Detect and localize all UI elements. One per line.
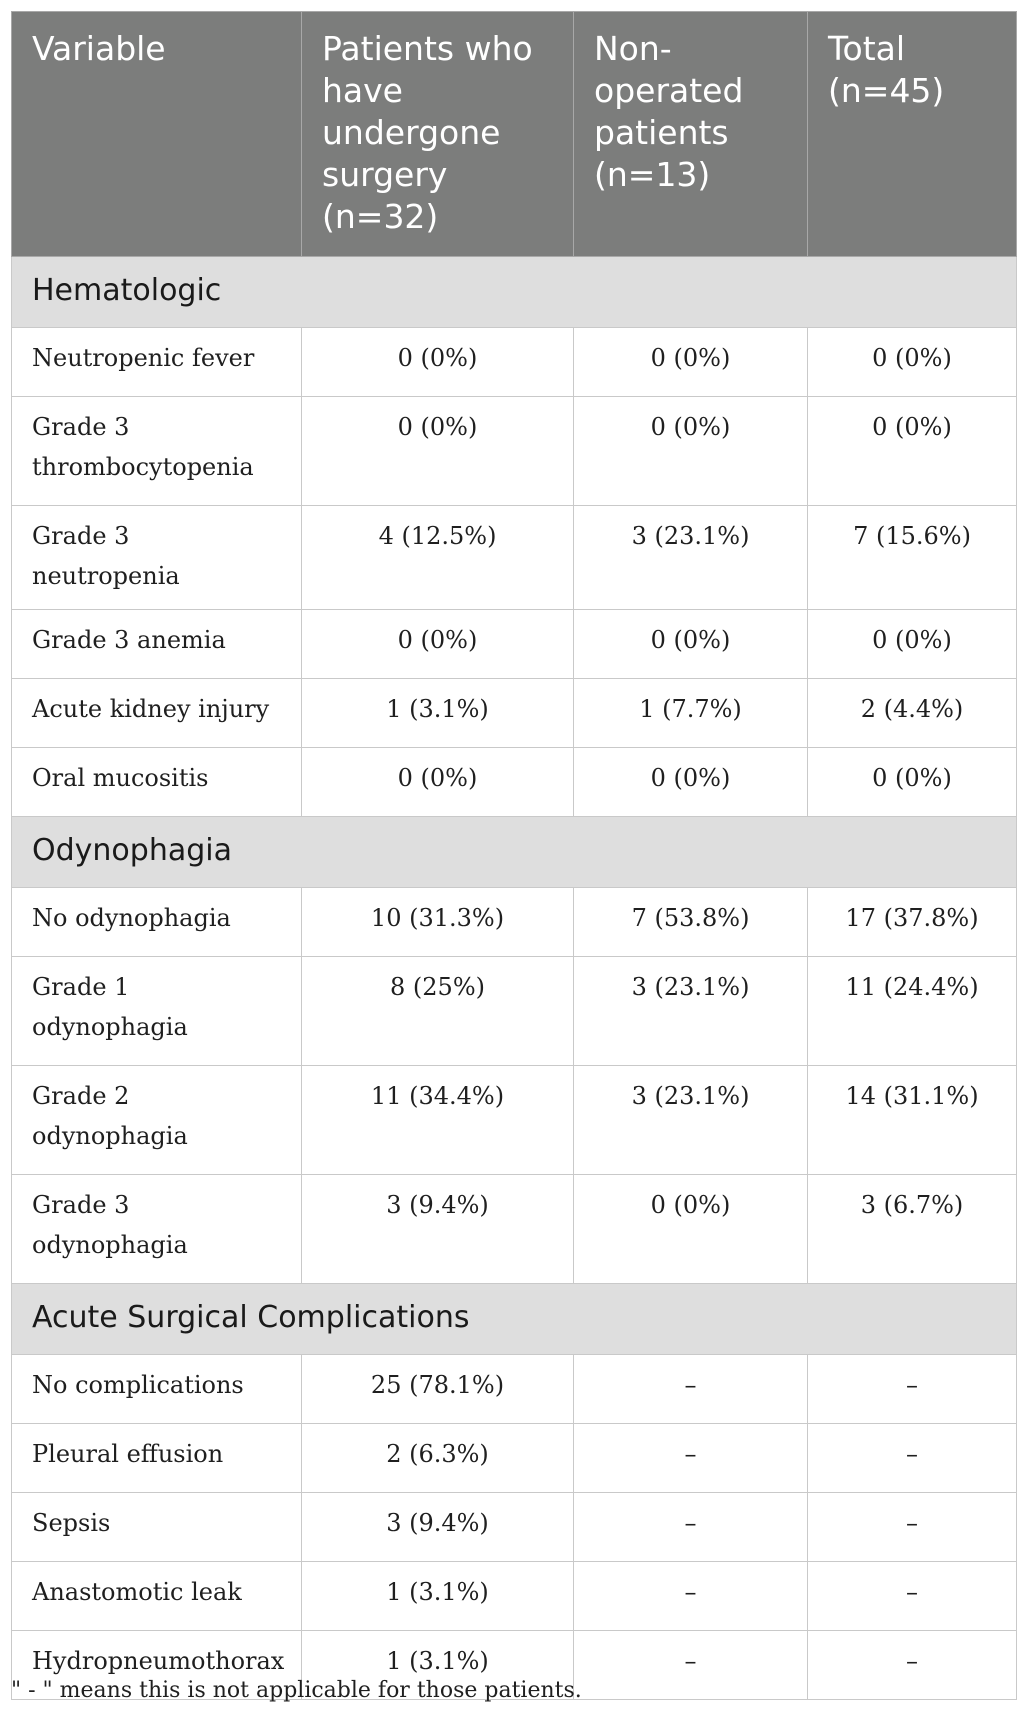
cell-surgery: 8 (25%)	[301, 956, 574, 1066]
row-label: Neutropenic fever	[11, 327, 302, 397]
cell-total: 3 (6.7%)	[807, 1174, 1017, 1284]
header-total: Total (n=45)	[807, 11, 1017, 257]
row-label: Grade 1 odynophagia	[11, 956, 302, 1066]
cell-total: 0 (0%)	[807, 609, 1017, 679]
cell-total: 0 (0%)	[807, 396, 1017, 506]
table-row: Grade 1 odynophagia 8 (25%) 3 (23.1%) 11…	[11, 956, 1017, 1066]
row-label: Grade 3 thrombocytopenia	[11, 396, 302, 506]
section-odynophagia: Odynophagia	[11, 816, 1017, 888]
section-title: Hematologic	[11, 256, 1017, 328]
cell-surgery: 2 (6.3%)	[301, 1423, 574, 1493]
table-row: Pleural effusion 2 (6.3%) – –	[11, 1423, 1017, 1493]
cell-surgery: 1 (3.1%)	[301, 1630, 574, 1700]
cell-surgery: 0 (0%)	[301, 396, 574, 506]
cell-total: –	[807, 1423, 1017, 1493]
table-row: Grade 3 neutropenia 4 (12.5%) 3 (23.1%) …	[11, 505, 1017, 610]
table-row: Grade 3 odynophagia 3 (9.4%) 0 (0%) 3 (6…	[11, 1174, 1017, 1284]
section-hematologic: Hematologic	[11, 256, 1017, 328]
row-label: Grade 3 neutropenia	[11, 505, 302, 610]
cell-non-operated: 3 (23.1%)	[573, 1065, 808, 1175]
table-row: Grade 3 anemia 0 (0%) 0 (0%) 0 (0%)	[11, 609, 1017, 679]
cell-total: 11 (24.4%)	[807, 956, 1017, 1066]
cell-total: –	[807, 1354, 1017, 1424]
row-label: Grade 2 odynophagia	[11, 1065, 302, 1175]
section-title: Odynophagia	[11, 816, 1017, 888]
cell-non-operated: –	[573, 1492, 808, 1562]
cell-surgery: 4 (12.5%)	[301, 505, 574, 610]
table-row: Grade 3 thrombocytopenia 0 (0%) 0 (0%) 0…	[11, 396, 1017, 506]
cell-total: 2 (4.4%)	[807, 678, 1017, 748]
row-label: Grade 3 odynophagia	[11, 1174, 302, 1284]
table-container: Variable Patients who have undergone sur…	[11, 11, 1017, 1700]
cell-surgery: 3 (9.4%)	[301, 1492, 574, 1562]
cell-total: –	[807, 1630, 1017, 1700]
cell-surgery: 0 (0%)	[301, 609, 574, 679]
cell-non-operated: –	[573, 1423, 808, 1493]
table-row: Neutropenic fever 0 (0%) 0 (0%) 0 (0%)	[11, 327, 1017, 397]
row-label: Hydropneumothorax	[11, 1630, 302, 1700]
cell-total: 14 (31.1%)	[807, 1065, 1017, 1175]
section-title: Acute Surgical Complications	[11, 1283, 1017, 1355]
cell-total: 7 (15.6%)	[807, 505, 1017, 610]
cell-surgery: 0 (0%)	[301, 747, 574, 817]
table-body: Hematologic Neutropenic fever 0 (0%) 0 (…	[11, 256, 1017, 1700]
cell-non-operated: 0 (0%)	[573, 1174, 808, 1284]
row-label: No odynophagia	[11, 887, 302, 957]
cell-total: 0 (0%)	[807, 327, 1017, 397]
cell-total: –	[807, 1561, 1017, 1631]
row-label: No complications	[11, 1354, 302, 1424]
cell-total: 17 (37.8%)	[807, 887, 1017, 957]
cell-non-operated: 3 (23.1%)	[573, 505, 808, 610]
table-row: Acute kidney injury 1 (3.1%) 1 (7.7%) 2 …	[11, 678, 1017, 748]
cell-non-operated: 0 (0%)	[573, 327, 808, 397]
cell-total: –	[807, 1492, 1017, 1562]
cell-non-operated: 1 (7.7%)	[573, 678, 808, 748]
cell-surgery: 25 (78.1%)	[301, 1354, 574, 1424]
row-label: Acute kidney injury	[11, 678, 302, 748]
table-row: Oral mucositis 0 (0%) 0 (0%) 0 (0%)	[11, 747, 1017, 817]
cell-surgery: 10 (31.3%)	[301, 887, 574, 957]
header-variable: Variable	[11, 11, 302, 257]
table-row: Anastomotic leak 1 (3.1%) – –	[11, 1561, 1017, 1631]
table-row: Hydropneumothorax 1 (3.1%) – –	[11, 1630, 1017, 1700]
table-row: Grade 2 odynophagia 11 (34.4%) 3 (23.1%)…	[11, 1065, 1017, 1175]
cell-non-operated: 0 (0%)	[573, 396, 808, 506]
row-label: Oral mucositis	[11, 747, 302, 817]
section-acute-surgical-complications: Acute Surgical Complications	[11, 1283, 1017, 1355]
header-non-operated: Non-operated patients (n=13)	[573, 11, 808, 257]
table-row: No complications 25 (78.1%) – –	[11, 1354, 1017, 1424]
cell-non-operated: –	[573, 1354, 808, 1424]
adverse-events-table: Variable Patients who have undergone sur…	[11, 11, 1017, 1700]
row-label: Pleural effusion	[11, 1423, 302, 1493]
cell-non-operated: –	[573, 1630, 808, 1700]
table-row: Sepsis 3 (9.4%) – –	[11, 1492, 1017, 1562]
cell-non-operated: 7 (53.8%)	[573, 887, 808, 957]
cell-non-operated: 3 (23.1%)	[573, 956, 808, 1066]
table-row: No odynophagia 10 (31.3%) 7 (53.8%) 17 (…	[11, 887, 1017, 957]
cell-surgery: 0 (0%)	[301, 327, 574, 397]
cell-surgery: 11 (34.4%)	[301, 1065, 574, 1175]
row-label: Sepsis	[11, 1492, 302, 1562]
header-surgery: Patients who have undergone surgery (n=3…	[301, 11, 574, 257]
cell-total: 0 (0%)	[807, 747, 1017, 817]
row-label: Grade 3 anemia	[11, 609, 302, 679]
cell-surgery: 1 (3.1%)	[301, 1561, 574, 1631]
row-label: Anastomotic leak	[11, 1561, 302, 1631]
table-header: Variable Patients who have undergone sur…	[11, 11, 1017, 257]
table-footnote: " - " means this is not applicable for t…	[11, 1678, 582, 1703]
cell-non-operated: –	[573, 1561, 808, 1631]
cell-non-operated: 0 (0%)	[573, 609, 808, 679]
cell-non-operated: 0 (0%)	[573, 747, 808, 817]
cell-surgery: 3 (9.4%)	[301, 1174, 574, 1284]
cell-surgery: 1 (3.1%)	[301, 678, 574, 748]
